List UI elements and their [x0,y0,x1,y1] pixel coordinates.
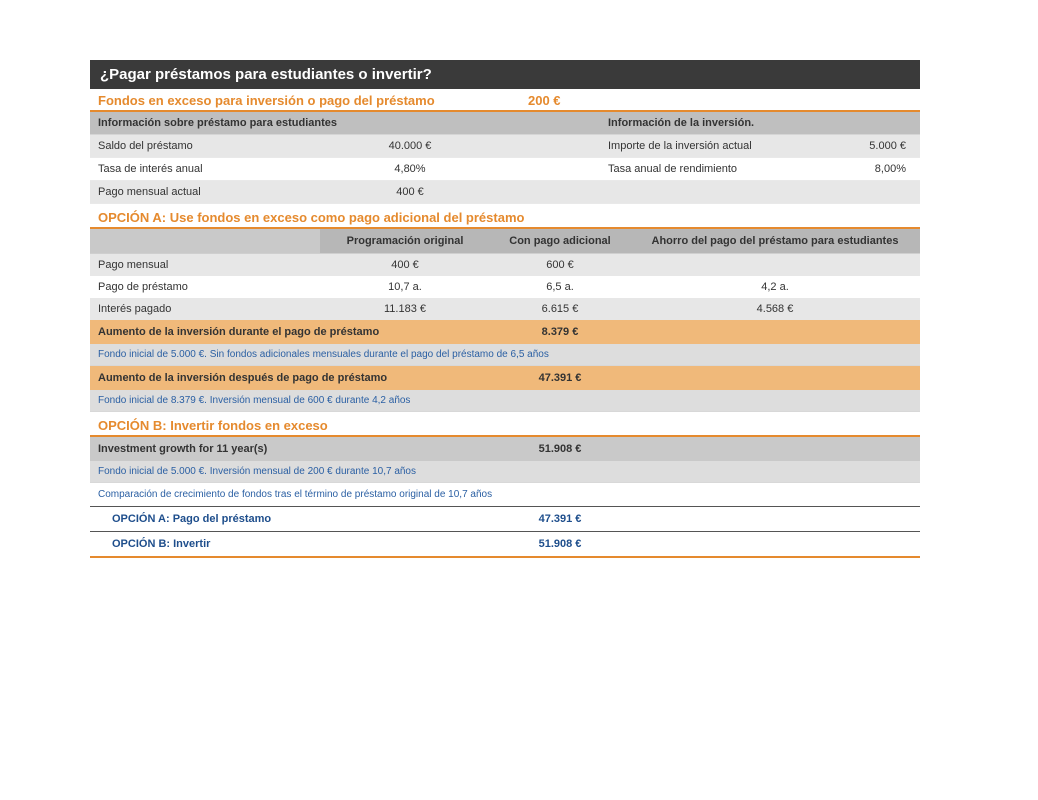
compare-a-label: OPCIÓN A: Pago del préstamo [90,506,490,531]
comparison-intro: Comparación de crecimiento de fondos tra… [90,483,920,506]
info-value [830,181,920,204]
optA-col0 [90,229,320,254]
info-value: 8,00% [830,158,920,181]
option-a-title: OPCIÓN A: Use fondos en exceso como pago… [90,204,920,229]
comparison-table: OPCIÓN A: Pago del préstamo 47.391 € OPC… [90,506,920,558]
optA-row-label: Pago mensual [90,254,320,276]
band2-label: Aumento de la inversión después de pago … [90,366,490,390]
optA-row-label: Pago de préstamo [90,276,320,298]
investment-growth-during: Aumento de la inversión durante el pago … [90,320,920,344]
optB-note: Fondo inicial de 5.000 €. Inversión mens… [90,461,920,483]
optA-row-c1: 11.183 € [320,298,490,320]
info-value: 5.000 € [830,135,920,158]
option-a-headers: Programación original Con pago adicional… [90,229,920,254]
invest-info-header: Información de la inversión. [600,112,830,135]
excess-label: Fondos en exceso para inversión o pago d… [98,93,528,108]
optA-row-c2: 6.615 € [490,298,630,320]
info-table: Información sobre préstamo para estudian… [90,112,920,135]
loan-info-header: Información sobre préstamo para estudian… [90,112,500,135]
info-value: 400 € [320,181,500,204]
info-gap [500,112,600,135]
optB-label: Investment growth for 11 year(s) [90,437,490,461]
optA-col3: Ahorro del pago del préstamo para estudi… [630,229,920,254]
page-title: ¿Pagar préstamos para estudiantes o inve… [90,60,920,89]
band1-label: Aumento de la inversión durante el pago … [90,320,490,344]
optA-row-c3: 4,2 a. [630,276,920,298]
compare-a-value: 47.391 € [490,506,630,531]
excess-value: 200 € [528,93,561,108]
investment-growth-after: Aumento de la inversión después de pago … [90,366,920,390]
info-label: Pago mensual actual [90,181,320,204]
compare-b-label: OPCIÓN B: Invertir [90,531,490,558]
optA-row-c2: 600 € [490,254,630,276]
optA-row-c3: 4.568 € [630,298,920,320]
excess-funds-row: Fondos en exceso para inversión o pago d… [90,89,920,112]
band2-value: 47.391 € [490,366,630,390]
invest-info-header-pad [830,112,920,135]
info-label: Saldo del préstamo [90,135,320,158]
optA-row-c1: 10,7 a. [320,276,490,298]
band1-value: 8.379 € [490,320,630,344]
compare-b-value: 51.908 € [490,531,630,558]
optA-col2: Con pago adicional [490,229,630,254]
option-b-title: OPCIÓN B: Invertir fondos en exceso [90,412,920,437]
band1-note: Fondo inicial de 5.000 €. Sin fondos adi… [90,344,920,366]
optA-row-label: Interés pagado [90,298,320,320]
option-b-row: Investment growth for 11 year(s) 51.908 … [90,437,920,461]
band2-note: Fondo inicial de 8.379 €. Inversión mens… [90,390,920,412]
optA-row-c1: 400 € [320,254,490,276]
info-label [600,181,830,204]
info-label: Importe de la inversión actual [600,135,830,158]
info-value: 40.000 € [320,135,500,158]
info-label: Tasa de interés anual [90,158,320,181]
worksheet: ¿Pagar préstamos para estudiantes o inve… [90,60,920,558]
info-value: 4,80% [320,158,500,181]
optA-row-c3 [630,254,920,276]
optB-value: 51.908 € [490,437,630,461]
optA-row-c2: 6,5 a. [490,276,630,298]
optA-col1: Programación original [320,229,490,254]
info-label: Tasa anual de rendimiento [600,158,830,181]
